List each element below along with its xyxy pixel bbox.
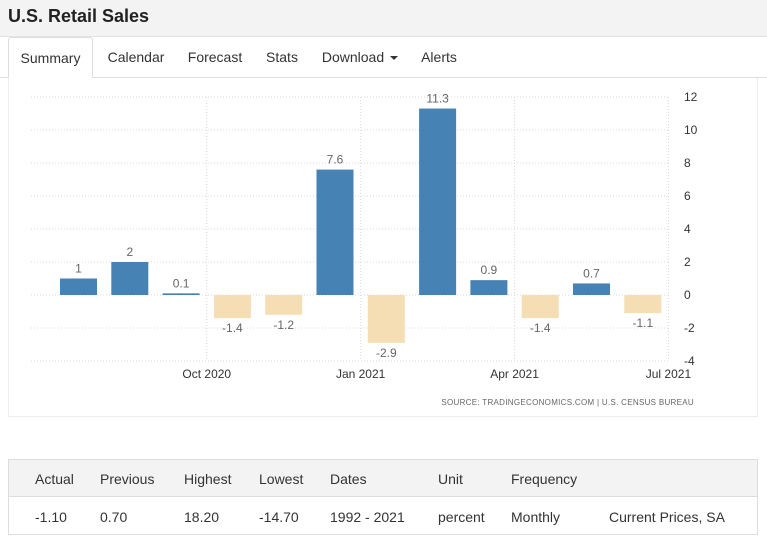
chart-bar bbox=[573, 283, 610, 295]
value-unit: percent bbox=[438, 509, 485, 525]
chart-bar bbox=[162, 293, 200, 295]
tab-download[interactable]: Download bbox=[314, 37, 406, 78]
data-label: 2 bbox=[126, 245, 133, 259]
tab-forecast[interactable]: Forecast bbox=[178, 37, 252, 78]
value-highest: 18.20 bbox=[184, 509, 220, 525]
y-tick-label: 10 bbox=[684, 123, 698, 137]
value-adjustment: Current Prices, SA bbox=[609, 509, 725, 525]
y-tick-label: -4 bbox=[684, 354, 695, 368]
data-label: -1.1 bbox=[632, 316, 653, 330]
x-tick-label: Jan 2021 bbox=[336, 367, 386, 381]
y-tick-label: 6 bbox=[684, 189, 691, 203]
data-label: 7.6 bbox=[327, 153, 344, 167]
source-caption: SOURCE: TRADINGECONOMICS.COM | U.S. CENS… bbox=[441, 398, 694, 407]
data-label: 0.1 bbox=[173, 276, 190, 290]
tab-alerts[interactable]: Alerts bbox=[412, 37, 466, 78]
header-lowest: Lowest bbox=[259, 471, 304, 487]
chart-bar bbox=[624, 295, 662, 314]
chart-bar bbox=[111, 262, 149, 295]
header-unit: Unit bbox=[438, 471, 463, 487]
tab-stats[interactable]: Stats bbox=[256, 37, 308, 78]
tab-download-label: Download bbox=[321, 49, 385, 65]
tab-forecast-label: Forecast bbox=[187, 49, 243, 65]
y-tick-label: -2 bbox=[684, 321, 695, 335]
caret-down-icon bbox=[390, 56, 399, 61]
value-previous: 0.70 bbox=[100, 509, 128, 525]
header-frequency: Frequency bbox=[511, 471, 578, 487]
data-label: 0.7 bbox=[583, 266, 600, 280]
y-tick-label: 0 bbox=[684, 288, 691, 302]
data-label: -1.4 bbox=[530, 321, 551, 335]
x-tick-label: Jul 2021 bbox=[646, 367, 692, 381]
page-title: U.S. Retail Sales bbox=[8, 6, 150, 26]
tab-alerts-label: Alerts bbox=[421, 49, 457, 65]
tab-summary[interactable]: Summary bbox=[8, 37, 93, 78]
tab-calendar-label: Calendar bbox=[107, 49, 165, 65]
chart-bar bbox=[367, 295, 405, 343]
chart-bar bbox=[213, 295, 251, 319]
data-label: -1.2 bbox=[273, 318, 294, 332]
chart-bar bbox=[419, 108, 457, 295]
header-previous: Previous bbox=[100, 471, 155, 487]
tab-bar: Summary Calendar Forecast Stats Download… bbox=[0, 37, 767, 78]
value-lowest: -14.70 bbox=[259, 509, 299, 525]
x-tick-label: Apr 2021 bbox=[490, 367, 539, 381]
tab-calendar[interactable]: Calendar bbox=[96, 37, 176, 78]
header-actual: Actual bbox=[35, 471, 74, 487]
title-bar: U.S. Retail Sales bbox=[0, 0, 767, 37]
stats-header-row: Actual Previous Highest Lowest Dates Uni… bbox=[9, 460, 757, 497]
chart-bar bbox=[265, 295, 303, 315]
x-tick-label: Oct 2020 bbox=[182, 367, 231, 381]
data-label: 11.3 bbox=[426, 92, 449, 106]
tab-stats-label: Stats bbox=[266, 49, 298, 65]
data-label: -2.9 bbox=[376, 346, 397, 360]
stats-table: Actual Previous Highest Lowest Dates Uni… bbox=[8, 459, 758, 535]
chart-bar bbox=[521, 295, 559, 319]
chart-bar bbox=[316, 169, 354, 295]
data-label: 0.9 bbox=[481, 263, 498, 277]
data-label: -1.4 bbox=[222, 321, 243, 335]
y-tick-label: 8 bbox=[684, 156, 691, 170]
y-tick-label: 4 bbox=[684, 222, 691, 236]
data-label: 1 bbox=[75, 262, 82, 276]
header-dates: Dates bbox=[330, 471, 367, 487]
value-frequency: Monthly bbox=[511, 509, 561, 525]
y-tick-label: 12 bbox=[684, 90, 698, 104]
y-tick-label: 2 bbox=[684, 255, 691, 269]
tab-summary-label: Summary bbox=[20, 50, 81, 66]
chart-container: 12 10 8 6 4 2 0 -2 -4 Oct 2020 Jan 2021 Apr 2021 Jul… bbox=[8, 78, 758, 417]
chart-bar bbox=[60, 278, 97, 295]
header-highest: Highest bbox=[184, 471, 232, 487]
chart-bar bbox=[470, 280, 508, 295]
value-actual: -1.10 bbox=[35, 509, 67, 525]
value-dates: 1992 - 2021 bbox=[330, 509, 405, 525]
